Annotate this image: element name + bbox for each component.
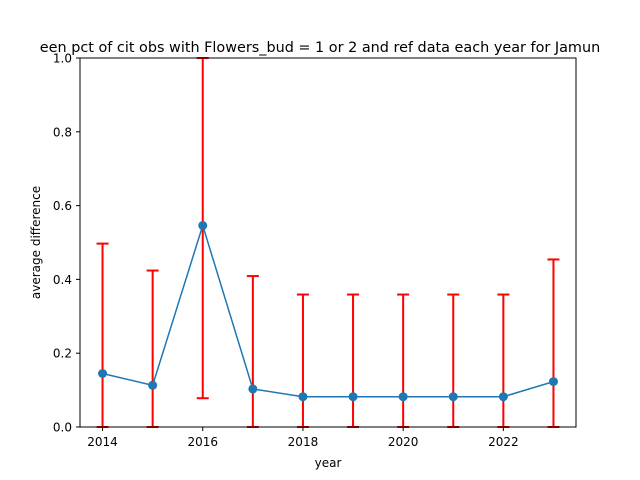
y-tick-label: 0.0	[53, 421, 72, 435]
x-tick-label: 2022	[488, 435, 519, 449]
x-tick-label: 2014	[87, 435, 118, 449]
data-point	[98, 368, 108, 378]
x-tick-label: 2020	[388, 435, 419, 449]
data-point	[248, 384, 258, 394]
data-point	[498, 392, 508, 402]
data-point	[348, 392, 358, 402]
chart-title: een pct of cit obs with Flowers_bud = 1 …	[40, 40, 600, 56]
x-axis: 2014 2016 2018 2020 2022	[87, 427, 519, 449]
y-tick-label: 1.0	[53, 52, 72, 66]
plot-area	[96, 57, 560, 428]
y-tick-label: 0.2	[53, 347, 72, 361]
y-tick-label: 0.8	[53, 125, 72, 139]
data-point	[398, 392, 408, 402]
series-line	[102, 222, 554, 398]
data-point	[448, 392, 458, 402]
axes-frame	[79, 57, 577, 428]
y-tick-label: 0.4	[53, 273, 72, 287]
data-point	[198, 221, 208, 231]
data-point	[548, 377, 558, 387]
data-point	[148, 380, 158, 390]
data-point	[298, 392, 308, 402]
x-tick-label: 2018	[288, 435, 319, 449]
x-axis-label: year	[315, 456, 342, 470]
y-axis-label: average difference	[29, 186, 43, 299]
y-tick-label: 0.6	[53, 199, 72, 213]
x-tick-label: 2016	[187, 435, 218, 449]
y-axis: 0.0 0.2 0.4 0.6 0.8 1.0	[53, 52, 80, 435]
